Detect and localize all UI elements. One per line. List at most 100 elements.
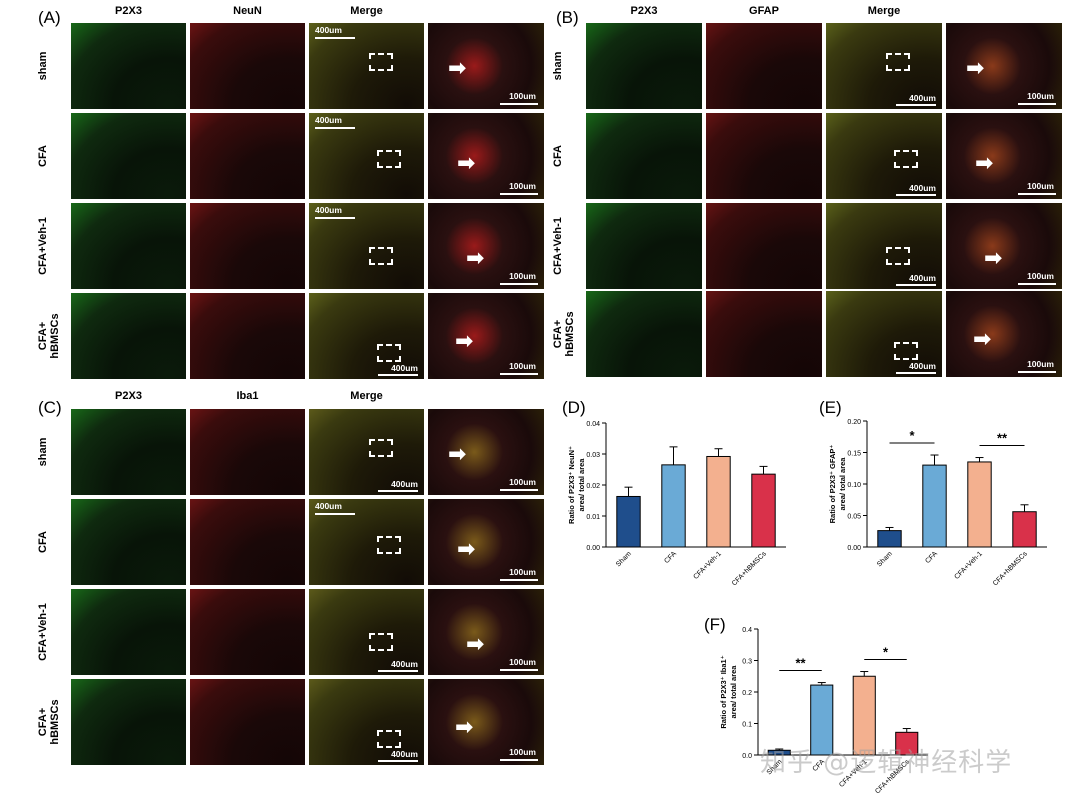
column-header: Merge — [867, 5, 901, 17]
bar — [751, 473, 776, 548]
x-tick-label: Sham — [876, 550, 894, 568]
chart-panel-label: (D) — [562, 398, 586, 417]
panel-label-c: (C) — [38, 398, 62, 417]
significance-mark: * — [909, 428, 915, 443]
y-tick-label: 0.00 — [586, 545, 600, 552]
scale-bar — [896, 104, 936, 106]
scale-bar-label: 100um — [509, 747, 536, 757]
y-tick-label: 0.05 — [847, 514, 861, 521]
scale-bar — [378, 374, 418, 376]
scale-bar — [500, 283, 538, 285]
y-axis-label: Ratio of P2X3⁺ GFAP⁺area/ total area — [828, 445, 847, 524]
panel-label-a: (A) — [38, 8, 61, 27]
roi-box — [369, 247, 393, 265]
row-label: CFA — [552, 145, 564, 167]
micrograph-tile — [70, 112, 187, 200]
chart-panel-label: (E) — [819, 398, 842, 417]
scale-bar — [1018, 103, 1056, 105]
scale-bar — [500, 759, 538, 761]
x-tick-label: CFA — [924, 550, 939, 565]
y-tick-label: 0.2 — [742, 690, 752, 697]
micrograph-tile: 400um — [308, 112, 425, 200]
zoom-inset-tile: 100um ➡ — [427, 678, 545, 766]
arrow-icon: ➡ — [457, 150, 476, 175]
scale-bar — [1018, 371, 1056, 373]
chart-d: (D) 0.00 0.01 0.02 0.03 0.04 Ratio of P2X3⁺ Ne… — [562, 398, 786, 585]
scale-bar-label: 400um — [315, 205, 342, 215]
arrow-icon: ➡ — [457, 536, 476, 561]
row-label: CFA+ hBMSCs — [552, 311, 576, 357]
arrow-icon: ➡ — [448, 441, 467, 466]
roi-box — [369, 439, 393, 457]
roi-box — [377, 150, 401, 168]
zoom-inset-tile: 100um ➡ — [945, 202, 1063, 290]
scale-bar-label: 400um — [315, 25, 342, 35]
scale-bar-label: 400um — [909, 183, 936, 193]
scale-bar — [315, 37, 355, 39]
scale-bar — [378, 670, 418, 672]
y-axis-label: Ratio of P2X3⁺ NeuN⁺area/ total area — [567, 446, 586, 524]
scale-bar-label: 100um — [509, 271, 536, 281]
zoom-inset-tile: 100um ➡ — [945, 112, 1063, 200]
x-tick-label: CFA — [663, 550, 678, 565]
y-tick-label: 0.0 — [742, 753, 752, 760]
arrow-icon: ➡ — [455, 328, 474, 353]
scale-bar — [500, 103, 538, 105]
roi-box — [369, 53, 393, 71]
x-tick-label: CFA+Veh-1 — [954, 550, 984, 580]
scale-bar-label: 400um — [315, 115, 342, 125]
y-tick-label: 0.10 — [847, 482, 861, 489]
arrow-icon: ➡ — [975, 150, 994, 175]
row-label: sham — [37, 51, 49, 81]
micrograph-tile — [189, 112, 306, 200]
y-tick-label: 0.00 — [847, 545, 861, 552]
zoom-inset-tile: 100um ➡ — [427, 22, 545, 110]
zoom-inset-tile: 100um ➡ — [945, 290, 1063, 378]
micrograph-tile — [70, 498, 187, 586]
column-header: GFAP — [749, 5, 779, 17]
micrograph-tile: 400um — [308, 292, 425, 380]
roi-box — [377, 730, 401, 748]
bar — [922, 464, 947, 548]
zoom-inset-tile: 100um ➡ — [427, 292, 545, 380]
scale-bar-label: 400um — [391, 659, 418, 669]
row-label: CFA+ hBMSCs — [37, 699, 61, 745]
y-tick-label: 0.3 — [742, 659, 752, 666]
y-tick-label: 0.04 — [586, 421, 600, 428]
row-label: CFA — [37, 145, 49, 167]
scale-bar-label: 400um — [315, 501, 342, 511]
roi-box — [894, 342, 918, 360]
micrograph-tile: 400um — [825, 290, 943, 378]
roi-box — [369, 633, 393, 651]
micrograph-tile — [585, 202, 703, 290]
bar — [706, 455, 731, 548]
row-label: CFA+ hBMSCs — [37, 313, 61, 359]
micrograph-tile — [189, 588, 306, 676]
panel-label-b: (B) — [556, 8, 579, 27]
row-label: sham — [552, 51, 564, 81]
bar — [616, 495, 641, 548]
scale-bar-label: 100um — [509, 181, 536, 191]
y-axis-label: Ratio of P2X3⁺ Iba1⁺area/ total area — [719, 655, 738, 728]
scale-bar — [500, 489, 538, 491]
roi-box — [377, 344, 401, 362]
chart-f: (F) 0.0 0.1 0.2 0.3 0.4 Ratio of P2X3⁺ Iba1⁺ar… — [704, 615, 928, 795]
row-label: CFA — [37, 531, 49, 553]
column-header: Merge — [350, 5, 383, 17]
scale-bar — [315, 513, 355, 515]
scale-bar-label: 400um — [909, 361, 936, 371]
scale-bar — [315, 217, 355, 219]
significance-mark: ** — [997, 431, 1008, 446]
scale-bar-label: 100um — [509, 477, 536, 487]
arrow-icon: ➡ — [466, 245, 485, 270]
y-tick-label: 0.4 — [742, 627, 752, 634]
column-header: NeuN — [233, 5, 262, 17]
scale-bar — [1018, 283, 1056, 285]
roi-box — [886, 53, 910, 71]
micrograph-tile — [70, 588, 187, 676]
micrograph-tile: 400um — [308, 202, 425, 290]
column-header: Merge — [350, 390, 383, 402]
micrograph-tile: 400um — [825, 112, 943, 200]
arrow-icon: ➡ — [466, 631, 485, 656]
scale-bar-label: 100um — [509, 361, 536, 371]
